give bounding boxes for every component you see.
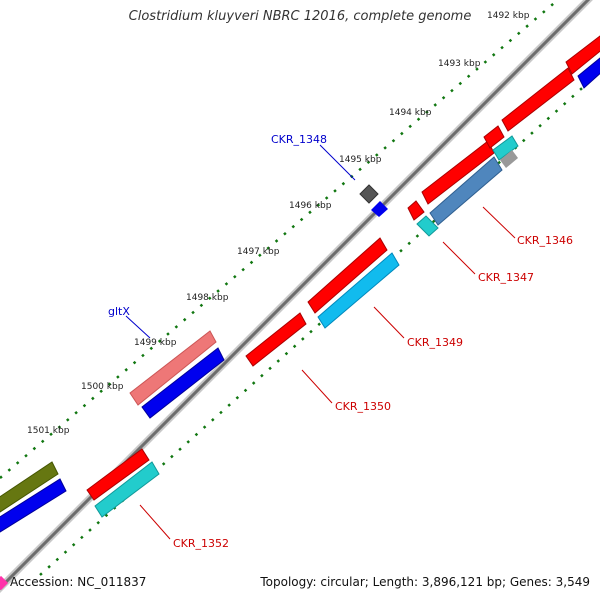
feature-ckr-1346-red-c[interactable] xyxy=(501,67,575,132)
feature-gray-small[interactable] xyxy=(500,150,518,168)
connector-ckr-1352 xyxy=(139,504,171,540)
gene-label-ckr-1349[interactable]: CKR_1349 xyxy=(407,336,463,349)
feature-ckr-1352[interactable] xyxy=(94,461,160,518)
connector-ckr-1347 xyxy=(442,241,476,275)
feature-ckr-1348[interactable] xyxy=(359,184,379,204)
gene-label-ckr-1347[interactable]: CKR_1347 xyxy=(478,271,534,284)
tick-label-1494: 1494 kbp xyxy=(389,108,432,118)
tick-label-1496: 1496 kbp xyxy=(289,201,332,211)
feature-ckr-1346-red-b[interactable] xyxy=(483,125,505,149)
feature-ckr-1350[interactable] xyxy=(245,312,307,367)
feature-gltx-blue[interactable] xyxy=(141,347,225,419)
feature-ckr-1346-cyan[interactable] xyxy=(492,135,519,161)
feature-gltx[interactable] xyxy=(129,330,217,406)
connector-ckr-1350 xyxy=(301,369,333,404)
tick-label-1499: 1499 kbp xyxy=(134,338,177,348)
feature-ckr-1347[interactable] xyxy=(416,215,439,237)
topology-label: Topology: circular; Length: 3,896,121 bp… xyxy=(260,575,590,589)
feature-ckr-1346-steel[interactable] xyxy=(429,156,503,226)
feature-ckr-1349[interactable] xyxy=(317,252,400,329)
gene-label-ckr-1350[interactable]: CKR_1350 xyxy=(335,400,391,413)
feature-olive-left[interactable] xyxy=(0,461,59,513)
gene-label-ckr-1352[interactable]: CKR_1352 xyxy=(173,537,229,550)
feature-ckr-1346-red-d[interactable] xyxy=(565,35,600,75)
feature-ckr-1348-blue[interactable] xyxy=(371,201,388,217)
accession-label: Accession: NC_011837 xyxy=(10,575,147,589)
feature-blue-left[interactable] xyxy=(0,478,67,533)
gene-label-ckr-1346[interactable]: CKR_1346 xyxy=(517,234,573,247)
feature-ckr-1346-red-a[interactable] xyxy=(421,140,495,205)
connector-ckr-1346 xyxy=(482,206,516,239)
tick-label-1500: 1500 kbp xyxy=(81,382,124,392)
connector-ckr-1348 xyxy=(319,144,356,181)
feature-ckr-1349-red[interactable] xyxy=(307,237,388,314)
tick-label-1495: 1495 kbp xyxy=(339,155,382,165)
tick-label-1493: 1493 kbp xyxy=(438,59,481,69)
gene-label-gltx[interactable]: gltX xyxy=(108,305,130,318)
tick-label-1498: 1498 kbp xyxy=(186,293,229,303)
connector-gltx xyxy=(125,315,151,339)
gene-label-ckr-1348[interactable]: CKR_1348 xyxy=(271,133,327,146)
feature-ckr-1352-red[interactable] xyxy=(86,448,150,501)
outer-tick-track xyxy=(0,0,560,479)
feature-blue-right[interactable] xyxy=(577,57,600,89)
connector-ckr-1349 xyxy=(373,306,405,339)
tick-label-1501: 1501 kbp xyxy=(27,426,70,436)
genome-title: Clostridium kluyveri NBRC 12016, complet… xyxy=(128,9,472,24)
tick-label-1492: 1492 kbp xyxy=(487,11,530,21)
feature-small-red[interactable] xyxy=(407,200,425,221)
tick-label-1497: 1497 kbp xyxy=(237,247,280,257)
